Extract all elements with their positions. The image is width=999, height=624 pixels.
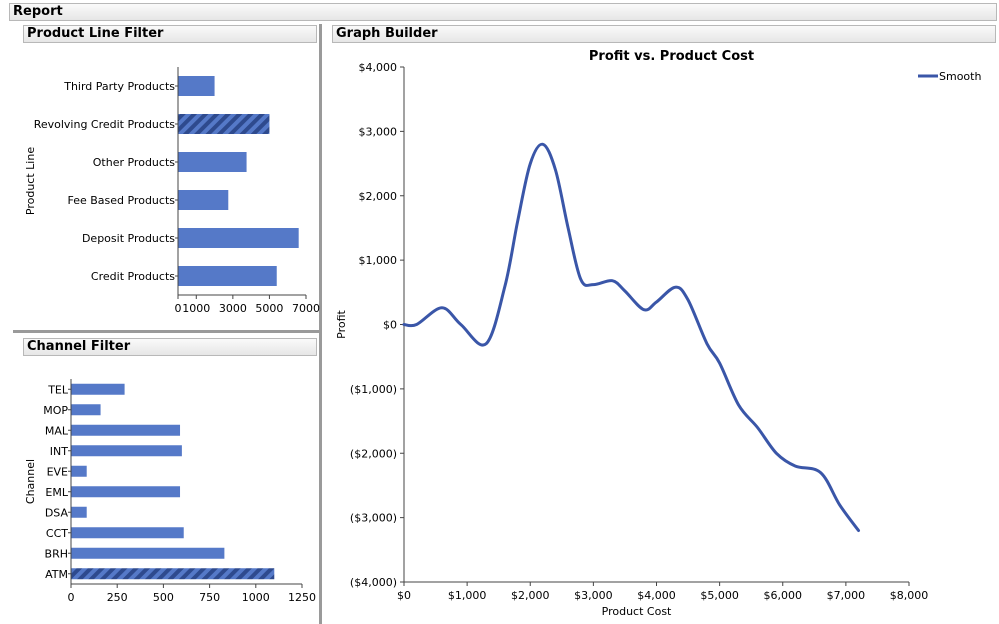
bar[interactable] bbox=[71, 486, 181, 498]
x-tick-label: 5000 bbox=[255, 302, 283, 315]
bar[interactable] bbox=[178, 190, 229, 210]
x-tick-label: 500 bbox=[153, 591, 174, 604]
x-tick-label: $4,000 bbox=[637, 589, 676, 602]
bar[interactable] bbox=[178, 152, 247, 172]
category-label: Fee Based Products bbox=[67, 194, 175, 207]
category-label: MAL bbox=[45, 424, 69, 437]
bar[interactable] bbox=[71, 465, 87, 477]
y-tick-label: ($1,000) bbox=[350, 383, 397, 396]
y-tick-label: ($2,000) bbox=[350, 447, 397, 460]
x-tick-label: $0 bbox=[397, 589, 411, 602]
bar[interactable] bbox=[178, 266, 277, 286]
product-line-filter-title: Product Line Filter bbox=[27, 26, 164, 41]
category-label: EVE bbox=[47, 465, 68, 478]
x-tick-label: $7,000 bbox=[827, 589, 866, 602]
x-tick-label: $3,000 bbox=[574, 589, 613, 602]
y-tick-label: $4,000 bbox=[359, 61, 398, 74]
y-tick-label: $3,000 bbox=[359, 125, 398, 138]
y-tick-label: $1,000 bbox=[359, 254, 398, 267]
category-label: Revolving Credit Products bbox=[34, 118, 176, 131]
category-label: DSA bbox=[45, 506, 69, 519]
x-tick-label: 1000 bbox=[182, 302, 210, 315]
category-label: CCT bbox=[46, 527, 68, 540]
x-tick-label: 3000 bbox=[219, 302, 247, 315]
channel-filter-header[interactable]: Channel Filter bbox=[23, 338, 317, 356]
report-title: Report bbox=[13, 4, 63, 19]
y-tick-label: ($4,000) bbox=[350, 576, 397, 589]
bar[interactable] bbox=[71, 404, 101, 416]
x-tick-label: 0 bbox=[68, 591, 75, 604]
bar[interactable] bbox=[71, 506, 87, 518]
x-tick-label: 1250 bbox=[288, 591, 316, 604]
y-axis-title: Product Line bbox=[24, 147, 37, 215]
category-label: MOP bbox=[43, 404, 68, 417]
vertical-splitter[interactable] bbox=[319, 24, 322, 624]
y-tick-label: ($3,000) bbox=[350, 512, 397, 525]
report-header[interactable]: Report bbox=[9, 3, 997, 21]
x-tick-label: $2,000 bbox=[511, 589, 550, 602]
y-tick-label: $2,000 bbox=[359, 190, 398, 203]
product-line-chart: Third Party Products Revolving Credit Pro… bbox=[24, 67, 320, 315]
category-label: INT bbox=[50, 445, 68, 458]
category-label: Credit Products bbox=[91, 270, 175, 283]
bar[interactable] bbox=[71, 424, 181, 436]
x-tick-label: 7000 bbox=[292, 302, 320, 315]
category-label: EML bbox=[45, 486, 68, 499]
bar[interactable] bbox=[178, 114, 270, 134]
y-axis-title: Channel bbox=[24, 459, 37, 504]
y-tick-label: $0 bbox=[383, 319, 397, 332]
x-tick-label: 250 bbox=[107, 591, 128, 604]
y-axis-title: Profit bbox=[335, 309, 348, 338]
product-line-filter-header[interactable]: Product Line Filter bbox=[23, 25, 317, 43]
bar[interactable] bbox=[71, 568, 275, 580]
horizontal-splitter[interactable] bbox=[13, 330, 319, 333]
legend-label: Smooth bbox=[939, 70, 981, 83]
x-tick-label: $5,000 bbox=[700, 589, 739, 602]
channel-filter-title: Channel Filter bbox=[27, 339, 131, 354]
graph-builder-header[interactable]: Graph Builder bbox=[332, 25, 996, 43]
profit-line-chart: Profit vs. Product Cost $4,000 $3,000 $2,00… bbox=[335, 49, 981, 618]
bar[interactable] bbox=[71, 445, 182, 457]
category-label: Other Products bbox=[93, 156, 175, 169]
x-tick-label: $1,000 bbox=[448, 589, 487, 602]
bar[interactable] bbox=[71, 527, 184, 539]
bar[interactable] bbox=[178, 228, 299, 248]
series-line-smooth bbox=[402, 142, 860, 532]
x-tick-label: $6,000 bbox=[764, 589, 803, 602]
graph-builder-title: Graph Builder bbox=[336, 26, 438, 41]
x-tick-label: 1000 bbox=[242, 591, 270, 604]
bar[interactable] bbox=[71, 383, 125, 395]
category-label: Third Party Products bbox=[63, 80, 175, 93]
x-tick-label: 750 bbox=[199, 591, 220, 604]
category-label: BRH bbox=[45, 547, 68, 560]
chart-title: Profit vs. Product Cost bbox=[589, 49, 754, 64]
bar[interactable] bbox=[178, 76, 215, 96]
category-label: ATM bbox=[45, 568, 68, 581]
category-label: Deposit Products bbox=[82, 232, 175, 245]
x-axis-title: Product Cost bbox=[602, 605, 672, 618]
x-tick-label: $8,000 bbox=[890, 589, 929, 602]
x-tick-label: 0 bbox=[175, 302, 182, 315]
bar[interactable] bbox=[71, 547, 225, 559]
category-label: TEL bbox=[47, 383, 69, 396]
